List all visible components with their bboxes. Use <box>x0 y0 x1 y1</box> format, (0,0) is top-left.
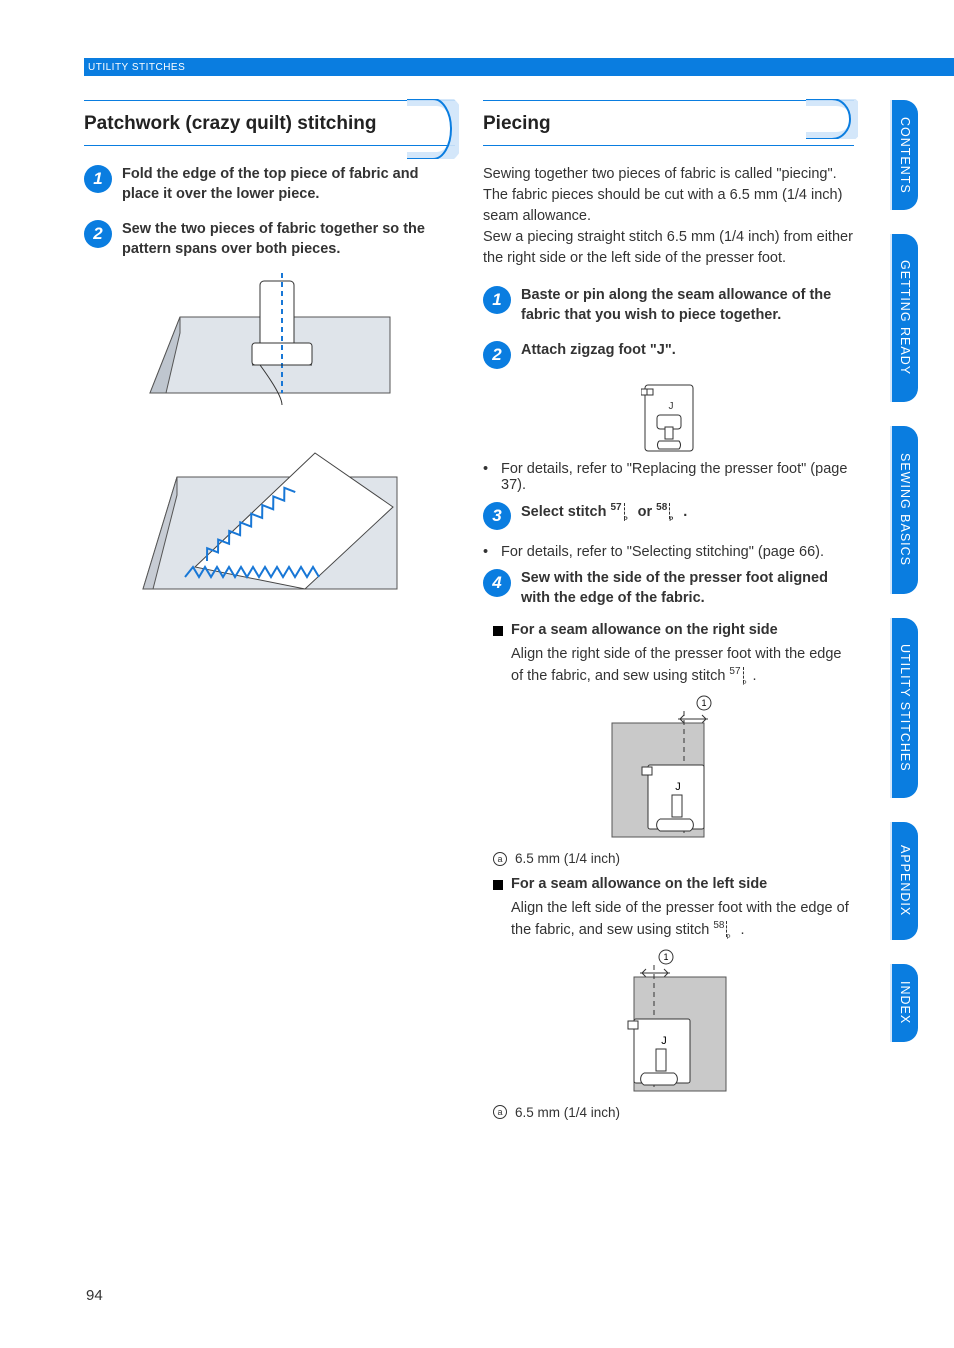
right-step-4: 4 Sew with the side of the presser foot … <box>483 568 854 609</box>
svg-text:J: J <box>675 781 681 793</box>
piecing-intro: Sewing together two pieces of fabric is … <box>483 164 854 269</box>
bullet-dot: • <box>483 544 501 560</box>
subbody-right-post: . <box>753 668 757 684</box>
figure-zigzag-foot-j: J <box>483 383 854 453</box>
figure-seam-right: 1 J <box>483 693 854 843</box>
right-step-1-text: Baste or pin along the seam allowance of… <box>521 285 854 326</box>
tab-utility-stitches[interactable]: UTILITY STITCHES <box>892 618 918 798</box>
square-bullet-icon <box>493 880 503 890</box>
detail-selecting-stitch: • For details, refer to "Selecting stitc… <box>483 544 854 560</box>
tab-getting-ready[interactable]: GETTING READY <box>892 234 918 402</box>
bullet-dot: • <box>483 461 501 493</box>
subhead-right-side: For a seam allowance on the right side <box>493 622 854 638</box>
right-step-4-text: Sew with the side of the presser foot al… <box>521 568 854 609</box>
heading-patchwork: Patchwork (crazy quilt) stitching <box>84 100 455 146</box>
caption-marker-icon: a <box>493 852 507 866</box>
stitch-icon <box>669 503 677 519</box>
subbody-right-pre: Align the right side of the presser foot… <box>511 646 841 684</box>
step3-post: . <box>679 504 687 520</box>
stitch-num: 57 <box>610 502 621 513</box>
heading-piecing-text: Piecing <box>483 113 551 134</box>
step-badge: 1 <box>84 165 112 193</box>
figure-seam-left: 1 J <box>483 947 854 1097</box>
right-step-2-text: Attach zigzag foot "J". <box>521 340 854 369</box>
right-step-2: 2 Attach zigzag foot "J". <box>483 340 854 369</box>
svg-text:1: 1 <box>701 698 706 708</box>
subhead-left-side-text: For a seam allowance on the left side <box>511 876 767 892</box>
caption-text: 6.5 mm (1/4 inch) <box>515 851 620 866</box>
figure-presser-foot <box>84 273 455 409</box>
step-badge: 3 <box>483 502 511 530</box>
tab-appendix[interactable]: APPENDIX <box>892 822 918 940</box>
tab-sewing-basics[interactable]: SEWING BASICS <box>892 426 918 594</box>
stitch-icon <box>624 503 632 519</box>
figure-crazy-quilt <box>84 417 455 597</box>
stitch-num: 58 <box>713 920 724 931</box>
left-step-1: 1 Fold the edge of the top piece of fabr… <box>84 164 455 205</box>
caption-left: a 6.5 mm (1/4 inch) <box>493 1105 854 1120</box>
heading-patchwork-text: Patchwork (crazy quilt) stitching <box>84 113 376 134</box>
step-badge: 2 <box>84 220 112 248</box>
stitch-num: 57 <box>729 666 740 677</box>
svg-text:J: J <box>668 401 673 412</box>
left-step-2-text: Sew the two pieces of fabric together so… <box>122 219 455 260</box>
section-header-bar: UTILITY STITCHES <box>84 58 954 76</box>
left-step-1-text: Fold the edge of the top piece of fabric… <box>122 164 455 205</box>
subbody-right-side: Align the right side of the presser foot… <box>511 644 854 687</box>
subbody-left-side: Align the left side of the presser foot … <box>511 898 854 941</box>
left-step-2: 2 Sew the two pieces of fabric together … <box>84 219 455 260</box>
side-tabs: CONTENTS GETTING READY SEWING BASICS UTI… <box>892 100 932 1066</box>
detail-replacing-foot: • For details, refer to "Replacing the p… <box>483 461 854 493</box>
tab-contents[interactable]: CONTENTS <box>892 100 918 210</box>
page-number: 94 <box>86 1287 103 1304</box>
step3-pre: Select stitch <box>521 504 610 520</box>
svg-text:J: J <box>661 1035 667 1047</box>
subbody-left-post: . <box>736 922 744 938</box>
tab-index[interactable]: INDEX <box>892 964 918 1042</box>
stitch-icon <box>743 667 751 683</box>
step-badge: 2 <box>483 341 511 369</box>
detail-replacing-foot-text: For details, refer to "Replacing the pre… <box>501 461 854 493</box>
left-column: Patchwork (crazy quilt) stitching 1 Fold… <box>84 100 469 1130</box>
caption-marker-icon: a <box>493 1105 507 1119</box>
right-column: Piecing Sewing together two pieces of fa… <box>469 100 854 1130</box>
right-step-3: 3 Select stitch 57 or 58 . <box>483 501 854 530</box>
square-bullet-icon <box>493 626 503 636</box>
heading-piecing: Piecing <box>483 100 854 146</box>
svg-text:1: 1 <box>663 952 668 962</box>
stitch-icon <box>726 921 734 937</box>
section-header-label: UTILITY STITCHES <box>88 62 185 73</box>
heading-ornament <box>806 100 856 146</box>
step-badge: 1 <box>483 286 511 314</box>
right-step-3-text: Select stitch 57 or 58 . <box>521 501 854 530</box>
heading-ornament <box>407 100 457 146</box>
page-body: Patchwork (crazy quilt) stitching 1 Fold… <box>84 100 854 1130</box>
stitch-num: 58 <box>656 502 667 513</box>
subhead-left-side: For a seam allowance on the left side <box>493 876 854 892</box>
subhead-right-side-text: For a seam allowance on the right side <box>511 622 778 638</box>
step-badge: 4 <box>483 569 511 597</box>
caption-right: a 6.5 mm (1/4 inch) <box>493 851 854 866</box>
right-step-1: 1 Baste or pin along the seam allowance … <box>483 285 854 326</box>
detail-selecting-stitch-text: For details, refer to "Selecting stitchi… <box>501 544 824 560</box>
caption-text: 6.5 mm (1/4 inch) <box>515 1105 620 1120</box>
step3-mid: or <box>634 504 657 520</box>
subbody-left-pre: Align the left side of the presser foot … <box>511 900 849 938</box>
